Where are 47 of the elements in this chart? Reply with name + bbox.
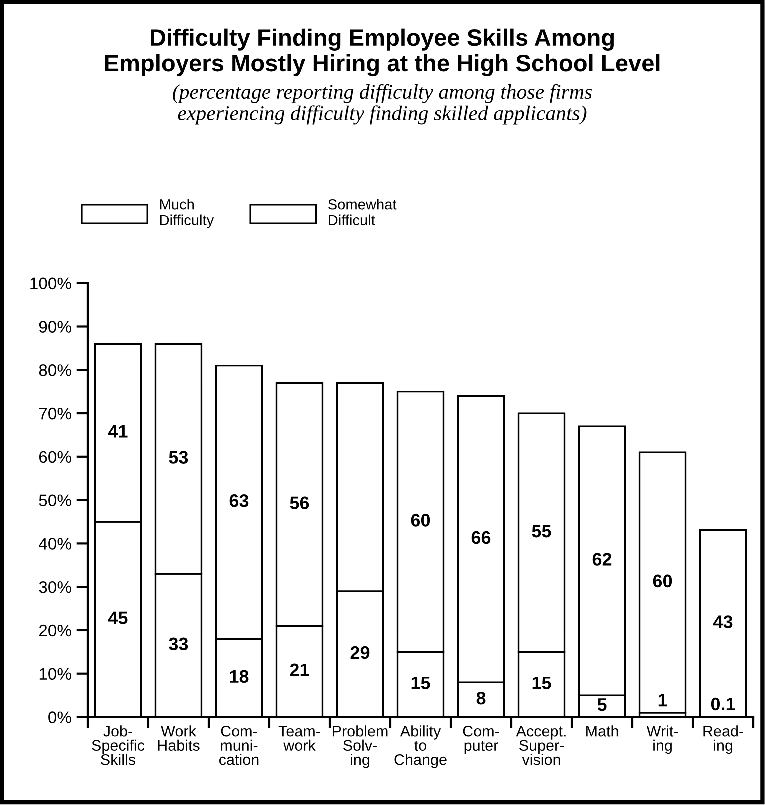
data-label: 8 [476, 692, 486, 705]
data-label: 41 [108, 425, 128, 438]
data-label: 29 [350, 646, 370, 660]
data-label: 62 [592, 553, 612, 566]
chart-title: Difficulty Finding Employee Skills Among Employers Mostly Hiring at the High School Level [105, 28, 660, 76]
y-tick-label: 10% [40, 668, 72, 680]
y-tick-label: 100% [30, 278, 72, 290]
data-label: 1 [658, 694, 668, 707]
chart-subtitle: (percentage reporting difficulty among those firms experiencing difficulty finding skilled applicants) [173, 84, 592, 125]
legend-label: Somewhat Difficult [328, 199, 397, 226]
x-tick-label: Accept. Super- vision [516, 726, 566, 766]
x-tick-label: Ability to Change [394, 726, 447, 768]
data-label: 43 [714, 616, 733, 628]
data-label: 45 [108, 612, 128, 624]
data-label: 56 [290, 496, 310, 510]
y-tick-label: 50% [39, 494, 72, 507]
data-label: 53 [169, 451, 188, 464]
y-tick-label: 30% [39, 581, 72, 594]
x-tick-label: Com- muni- cation [220, 726, 259, 766]
data-label: 21 [290, 664, 310, 676]
x-tick-label: Job- Specific Skills [92, 726, 145, 766]
x-tick-label: Work Habits [158, 726, 200, 752]
data-label: 15 [532, 676, 552, 690]
data-label: 66 [472, 531, 491, 544]
y-tick-label: 60% [39, 451, 72, 464]
data-label: 0.1 [711, 698, 736, 711]
x-tick-label: Team- work [278, 726, 320, 752]
x-tick-label: Problem Solv- ing [333, 726, 388, 768]
y-tick-label: 0% [48, 712, 72, 724]
y-tick-label: 80% [39, 364, 72, 376]
data-label: 18 [230, 670, 249, 684]
legend-label: Much Difficulty [160, 199, 214, 228]
data-label: 60 [411, 514, 430, 527]
data-label: 60 [653, 574, 672, 588]
y-tick-label: 90% [39, 321, 72, 333]
x-tick-label: Math [586, 726, 618, 737]
data-label: 63 [230, 494, 249, 508]
data-label: 33 [169, 638, 188, 651]
x-tick-label: Read- ing [704, 726, 744, 754]
x-tick-label: Com- puter [463, 726, 500, 754]
data-label: 15 [412, 676, 430, 690]
y-tick-label: 40% [39, 538, 72, 550]
y-tick-label: 20% [39, 624, 72, 637]
data-label: 5 [598, 698, 607, 712]
y-tick-label: 70% [40, 408, 72, 420]
data-label: 55 [532, 525, 552, 538]
x-tick-label: Writ- ing [646, 726, 678, 754]
